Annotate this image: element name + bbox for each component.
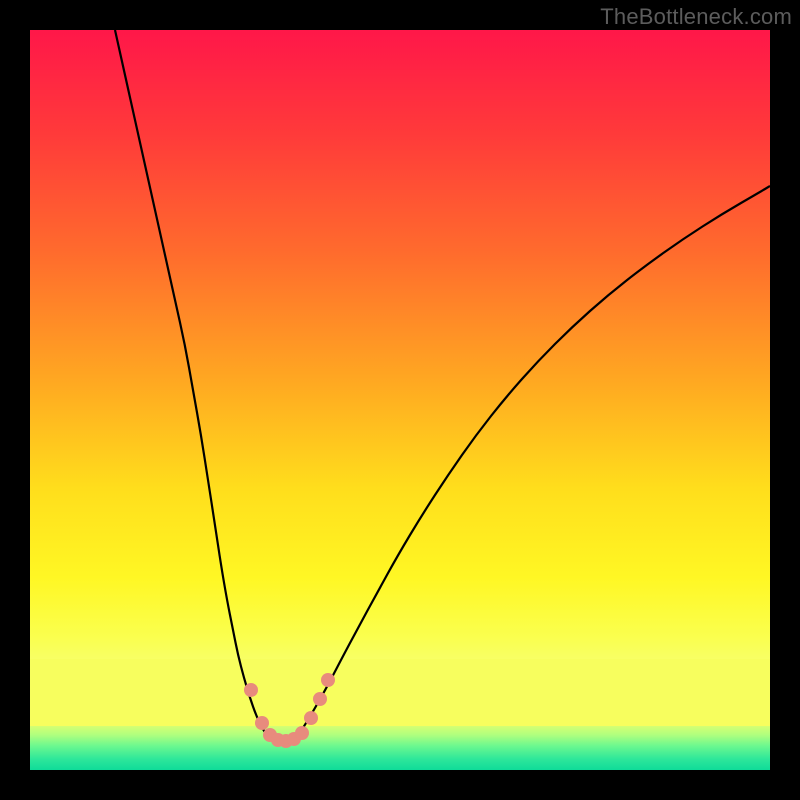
plot-area [30,30,770,770]
curve-left [115,30,270,740]
marker-group [244,673,335,748]
data-marker [255,716,269,730]
chart-canvas: TheBottleneck.com [0,0,800,800]
curves-layer [30,30,770,770]
data-marker [313,692,327,706]
curve-right [295,186,770,740]
watermark-text: TheBottleneck.com [600,4,792,30]
data-marker [295,726,309,740]
data-marker [304,711,318,725]
data-marker [244,683,258,697]
data-marker [321,673,335,687]
